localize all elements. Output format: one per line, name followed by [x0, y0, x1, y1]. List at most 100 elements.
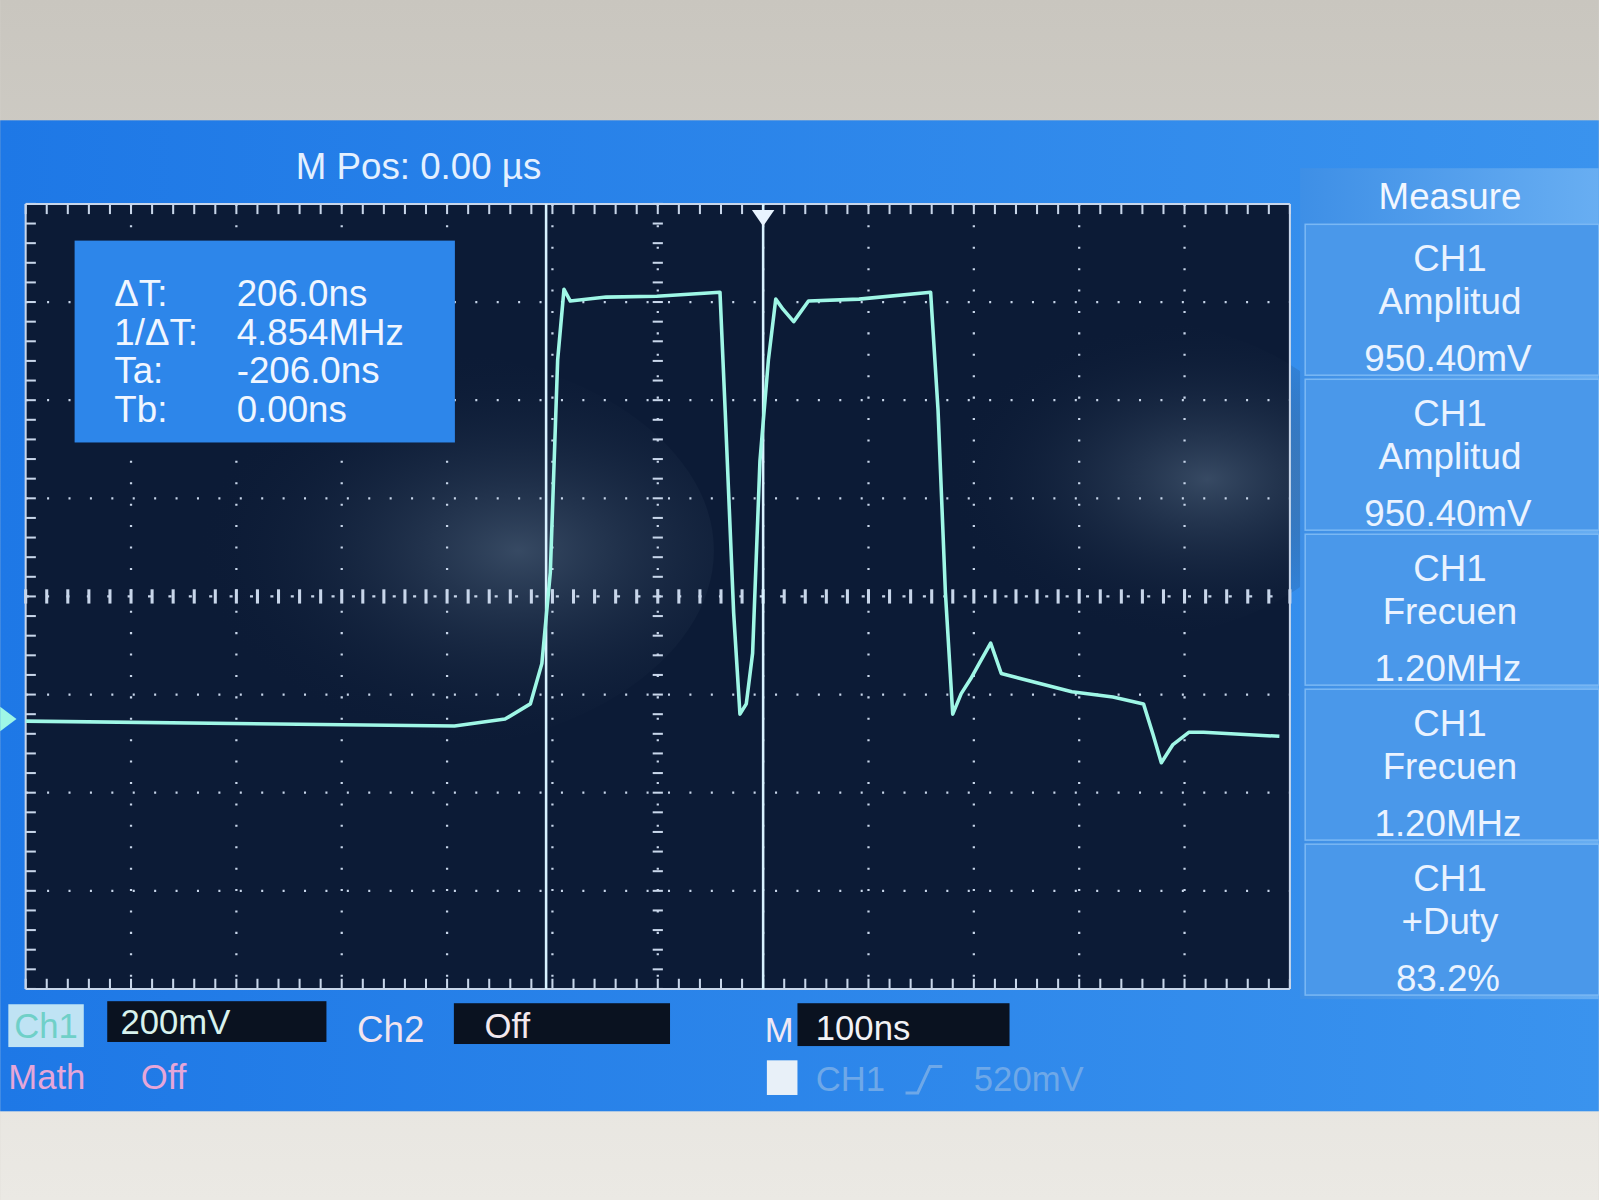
grid-line — [762, 204, 764, 989]
minor-tick — [1057, 589, 1060, 603]
minor-tick — [1204, 589, 1207, 603]
minor-tick — [867, 589, 870, 603]
minor-tick — [277, 589, 280, 603]
ground-marker — [0, 707, 16, 731]
minor-tick — [129, 589, 132, 603]
minor-tick — [1141, 204, 1143, 214]
minor-tick — [26, 988, 36, 990]
minor-tick — [1057, 204, 1059, 214]
minor-tick — [1268, 204, 1270, 214]
minor-tick — [488, 979, 490, 989]
minor-tick — [26, 380, 36, 382]
minor-tick — [26, 733, 36, 735]
ch2-state: Off — [484, 1007, 530, 1045]
grid-line — [551, 204, 553, 989]
minor-tick — [846, 589, 849, 603]
measure-panel — [1300, 168, 1599, 999]
screen-frame — [0, 120, 1599, 1111]
minor-tick — [1078, 589, 1081, 603]
minor-tick — [1036, 979, 1038, 989]
grid — [26, 204, 1290, 989]
math-label: Math — [8, 1058, 85, 1096]
minor-tick — [26, 419, 36, 421]
minor-tick — [25, 204, 27, 214]
minor-tick — [1183, 589, 1186, 603]
minor-tick — [653, 576, 663, 578]
minor-tick — [404, 979, 406, 989]
minor-tick — [26, 968, 36, 970]
minor-tick — [1099, 979, 1101, 989]
minor-tick — [993, 589, 996, 603]
minor-tick — [26, 890, 36, 892]
minor-tick — [299, 204, 301, 214]
minor-tick — [910, 204, 912, 214]
minor-tick — [804, 204, 806, 214]
minor-tick — [678, 204, 680, 214]
minor-tick — [1205, 979, 1207, 989]
minor-tick — [172, 979, 174, 989]
minor-tick — [1247, 204, 1249, 214]
minor-tick — [362, 204, 364, 214]
minor-tick — [404, 204, 406, 214]
minor-tick — [383, 979, 385, 989]
minor-tick — [26, 321, 36, 323]
minor-tick — [26, 497, 36, 499]
minor-tick — [889, 979, 891, 989]
minor-tick — [653, 713, 663, 715]
minor-tick — [677, 589, 680, 603]
minor-tick — [509, 979, 511, 989]
minor-tick — [26, 281, 36, 283]
minor-tick — [26, 301, 36, 303]
minor-tick — [509, 204, 511, 214]
minor-tick — [488, 204, 490, 214]
minor-tick — [551, 204, 553, 214]
grid-line — [26, 890, 1290, 892]
minor-tick — [193, 204, 195, 214]
minor-tick — [551, 979, 553, 989]
minor-tick — [26, 772, 36, 774]
time-cursor — [762, 204, 765, 989]
cursor-value: 0.00ns — [237, 389, 347, 430]
minor-tick — [1120, 204, 1122, 214]
minor-tick — [930, 589, 933, 603]
minor-tick — [26, 831, 36, 833]
grid-line — [26, 497, 1290, 499]
minor-tick — [1014, 589, 1017, 603]
minor-tick — [699, 204, 701, 214]
minor-tick — [530, 204, 532, 214]
minor-tick — [972, 589, 975, 603]
ch1-scale: 200mV — [120, 1003, 230, 1041]
minor-tick — [26, 811, 36, 813]
minor-tick — [151, 979, 153, 989]
minor-tick — [1015, 979, 1017, 989]
math-state: Off — [141, 1058, 187, 1096]
minor-tick — [825, 979, 827, 989]
minor-tick — [26, 203, 36, 205]
minor-tick — [653, 281, 663, 283]
minor-tick — [1246, 589, 1249, 603]
minor-tick — [108, 589, 111, 603]
minor-tick — [572, 204, 574, 214]
minor-tick — [26, 635, 36, 637]
minor-tick — [614, 589, 617, 603]
minor-tick — [653, 909, 663, 911]
minor-tick — [653, 556, 663, 558]
minor-tick — [699, 979, 701, 989]
cursor-label: Tb: — [114, 389, 167, 430]
measure-source: CH1 — [1413, 238, 1486, 279]
minor-tick — [1289, 979, 1291, 989]
cursor-label: 1/ΔT: — [114, 312, 198, 353]
minor-tick — [341, 204, 343, 214]
minor-tick — [653, 478, 663, 480]
measure-source: CH1 — [1413, 393, 1486, 434]
minor-tick — [1289, 204, 1291, 214]
minor-tick — [846, 979, 848, 989]
minor-tick — [653, 988, 663, 990]
minor-tick — [653, 615, 663, 617]
minor-tick — [615, 204, 617, 214]
minor-tick — [636, 204, 638, 214]
ch1-label: Ch1 — [14, 1007, 78, 1045]
minor-tick — [26, 949, 36, 951]
grid-line — [1183, 204, 1185, 989]
minor-tick — [235, 204, 237, 214]
